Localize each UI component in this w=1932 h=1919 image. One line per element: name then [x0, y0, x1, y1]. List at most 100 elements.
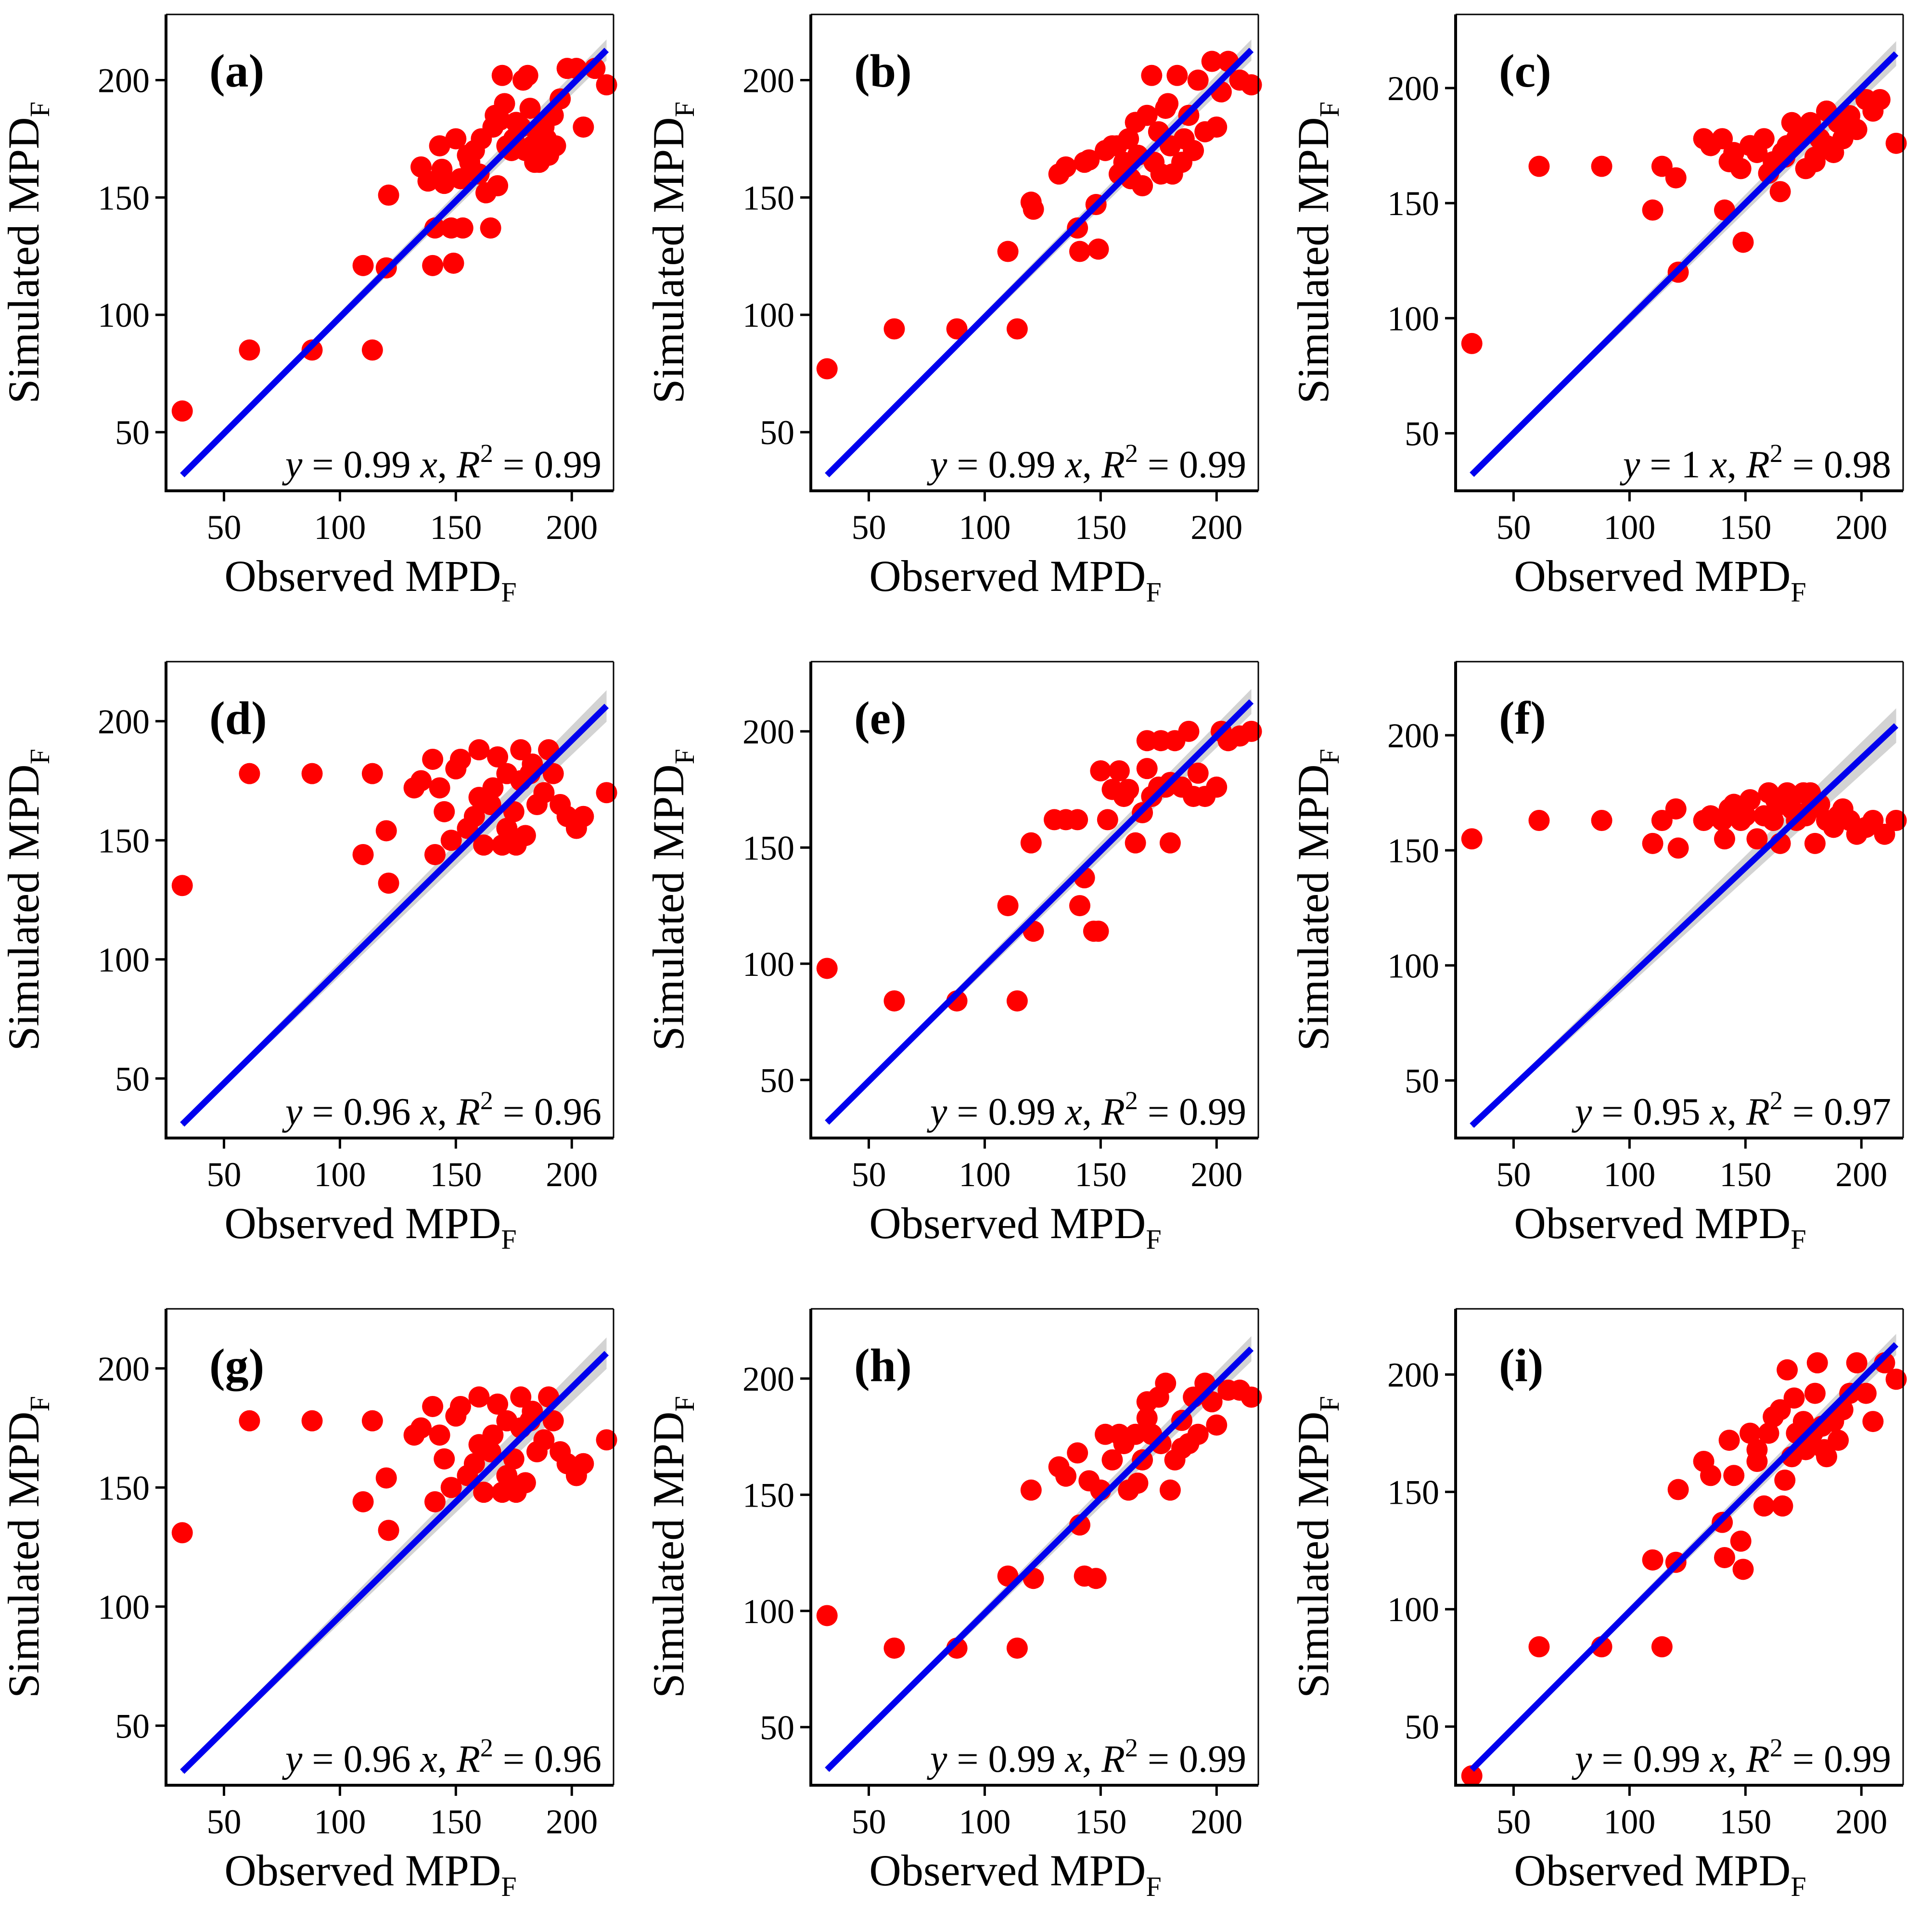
equation-r-exponent: 2 — [480, 1086, 493, 1115]
y-axis-label: Simulated MPDF — [1289, 1396, 1345, 1698]
equation-lhs: y — [927, 1091, 947, 1133]
data-point — [542, 763, 564, 784]
data-point — [1055, 1465, 1077, 1487]
data-point — [1783, 1387, 1805, 1409]
x-tick-label: 100 — [959, 1803, 1011, 1841]
x-tick-label: 50 — [1496, 1803, 1531, 1841]
data-point — [440, 1477, 462, 1498]
data-point — [1097, 809, 1118, 831]
data-point — [440, 830, 462, 851]
y-tick-label: 100 — [742, 296, 794, 334]
data-point — [1055, 156, 1077, 178]
data-point — [1765, 789, 1786, 810]
y-tick-label: 100 — [1387, 299, 1439, 338]
data-point — [410, 770, 432, 792]
data-point — [1591, 155, 1612, 177]
y-tick-label: 150 — [98, 821, 150, 860]
data-point — [1746, 1439, 1768, 1460]
y-tick-label: 50 — [760, 413, 794, 452]
x-tick-label: 50 — [206, 1155, 241, 1194]
data-point — [1088, 238, 1109, 260]
x-axis-label: Observed MPDF — [1514, 551, 1806, 608]
data-point — [1874, 823, 1895, 845]
y-tick-label: 200 — [1387, 716, 1439, 755]
data-point — [1118, 779, 1139, 800]
y-tick-label: 50 — [760, 1708, 794, 1747]
y-tick-label: 100 — [98, 296, 150, 334]
data-point — [378, 1520, 399, 1541]
equation-r-exponent: 2 — [1125, 1733, 1138, 1762]
equation-r-exponent: 2 — [480, 1733, 493, 1762]
x-axis-label: Observed MPDF — [224, 1199, 516, 1255]
x-axis-label-subscript: F — [1146, 1224, 1161, 1255]
data-point — [1020, 832, 1042, 854]
data-point — [375, 820, 397, 842]
y-axis-label-subscript: F — [669, 1396, 700, 1411]
equation-r: R — [1101, 444, 1125, 486]
data-point — [1069, 895, 1090, 917]
x-tick-label: 50 — [851, 508, 886, 547]
data-point — [1006, 990, 1028, 1012]
data-point — [1187, 762, 1209, 784]
x-tick-label: 150 — [1719, 1803, 1771, 1841]
x-axis-label-text: Observed MPD — [224, 551, 501, 601]
y-axis-label-subscript: F — [24, 749, 55, 764]
data-point — [171, 1522, 193, 1544]
data-point — [997, 895, 1019, 917]
x-axis-label-subscript: F — [1791, 1224, 1806, 1255]
data-point — [1201, 51, 1223, 72]
data-point — [449, 1395, 471, 1417]
equation-r-exponent: 2 — [1770, 1733, 1783, 1762]
equation-slope: = 0.99 — [947, 1738, 1065, 1780]
y-tick-label: 150 — [1387, 1473, 1439, 1511]
data-point — [514, 1472, 536, 1494]
data-point — [352, 844, 374, 865]
data-point — [1141, 64, 1163, 86]
x-tick-label: 100 — [959, 1155, 1011, 1194]
data-point — [1802, 1422, 1824, 1444]
y-axis-label-subscript: F — [669, 749, 700, 764]
data-point — [883, 1638, 905, 1659]
equation-separator: , — [437, 1091, 457, 1133]
equation-x: x — [1064, 1091, 1082, 1133]
equation-lhs: y — [1620, 444, 1640, 486]
y-axis-label-text: Simulated MPD — [0, 1411, 48, 1698]
regression-line — [180, 48, 609, 478]
regression-line — [180, 1351, 609, 1774]
equation-r: R — [1746, 444, 1770, 486]
equation-lhs: y — [1572, 1738, 1592, 1780]
y-tick-label: 200 — [742, 1360, 794, 1398]
data-point — [1869, 89, 1891, 110]
equation-r: R — [1101, 1738, 1125, 1780]
y-tick-label: 100 — [742, 1592, 794, 1631]
equation-r-exponent: 2 — [480, 439, 493, 468]
y-tick-label: 50 — [1405, 1062, 1439, 1100]
x-tick-label: 100 — [1603, 1155, 1655, 1194]
y-axis-label: Simulated MPDF — [644, 1396, 700, 1698]
equation-r2: = 0.99 — [1783, 1738, 1891, 1780]
equation-slope: = 0.99 — [947, 444, 1065, 486]
y-axis-label-text: Simulated MPD — [644, 1411, 693, 1698]
equation-separator: , — [1727, 1738, 1746, 1780]
data-point — [1067, 1442, 1088, 1464]
regression-line — [825, 699, 1254, 1125]
equation-r: R — [456, 1091, 480, 1133]
data-point — [468, 1434, 490, 1456]
equation-r2: = 0.96 — [493, 1091, 601, 1133]
equation-separator: , — [1082, 444, 1101, 486]
data-point — [1206, 1414, 1228, 1436]
equation-r-exponent: 2 — [1125, 439, 1138, 468]
data-point — [946, 318, 968, 340]
y-tick-label: 150 — [1387, 184, 1439, 223]
equation-x: x — [420, 1091, 437, 1133]
data-point — [1461, 1765, 1483, 1787]
data-point — [1769, 181, 1791, 203]
data-point — [510, 1386, 532, 1408]
equation-slope: = 0.96 — [302, 1738, 420, 1780]
y-axis-label: Simulated MPDF — [644, 102, 700, 404]
data-point — [1651, 1636, 1673, 1658]
data-point — [542, 1410, 564, 1432]
equation-r2: = 0.99 — [493, 444, 601, 486]
